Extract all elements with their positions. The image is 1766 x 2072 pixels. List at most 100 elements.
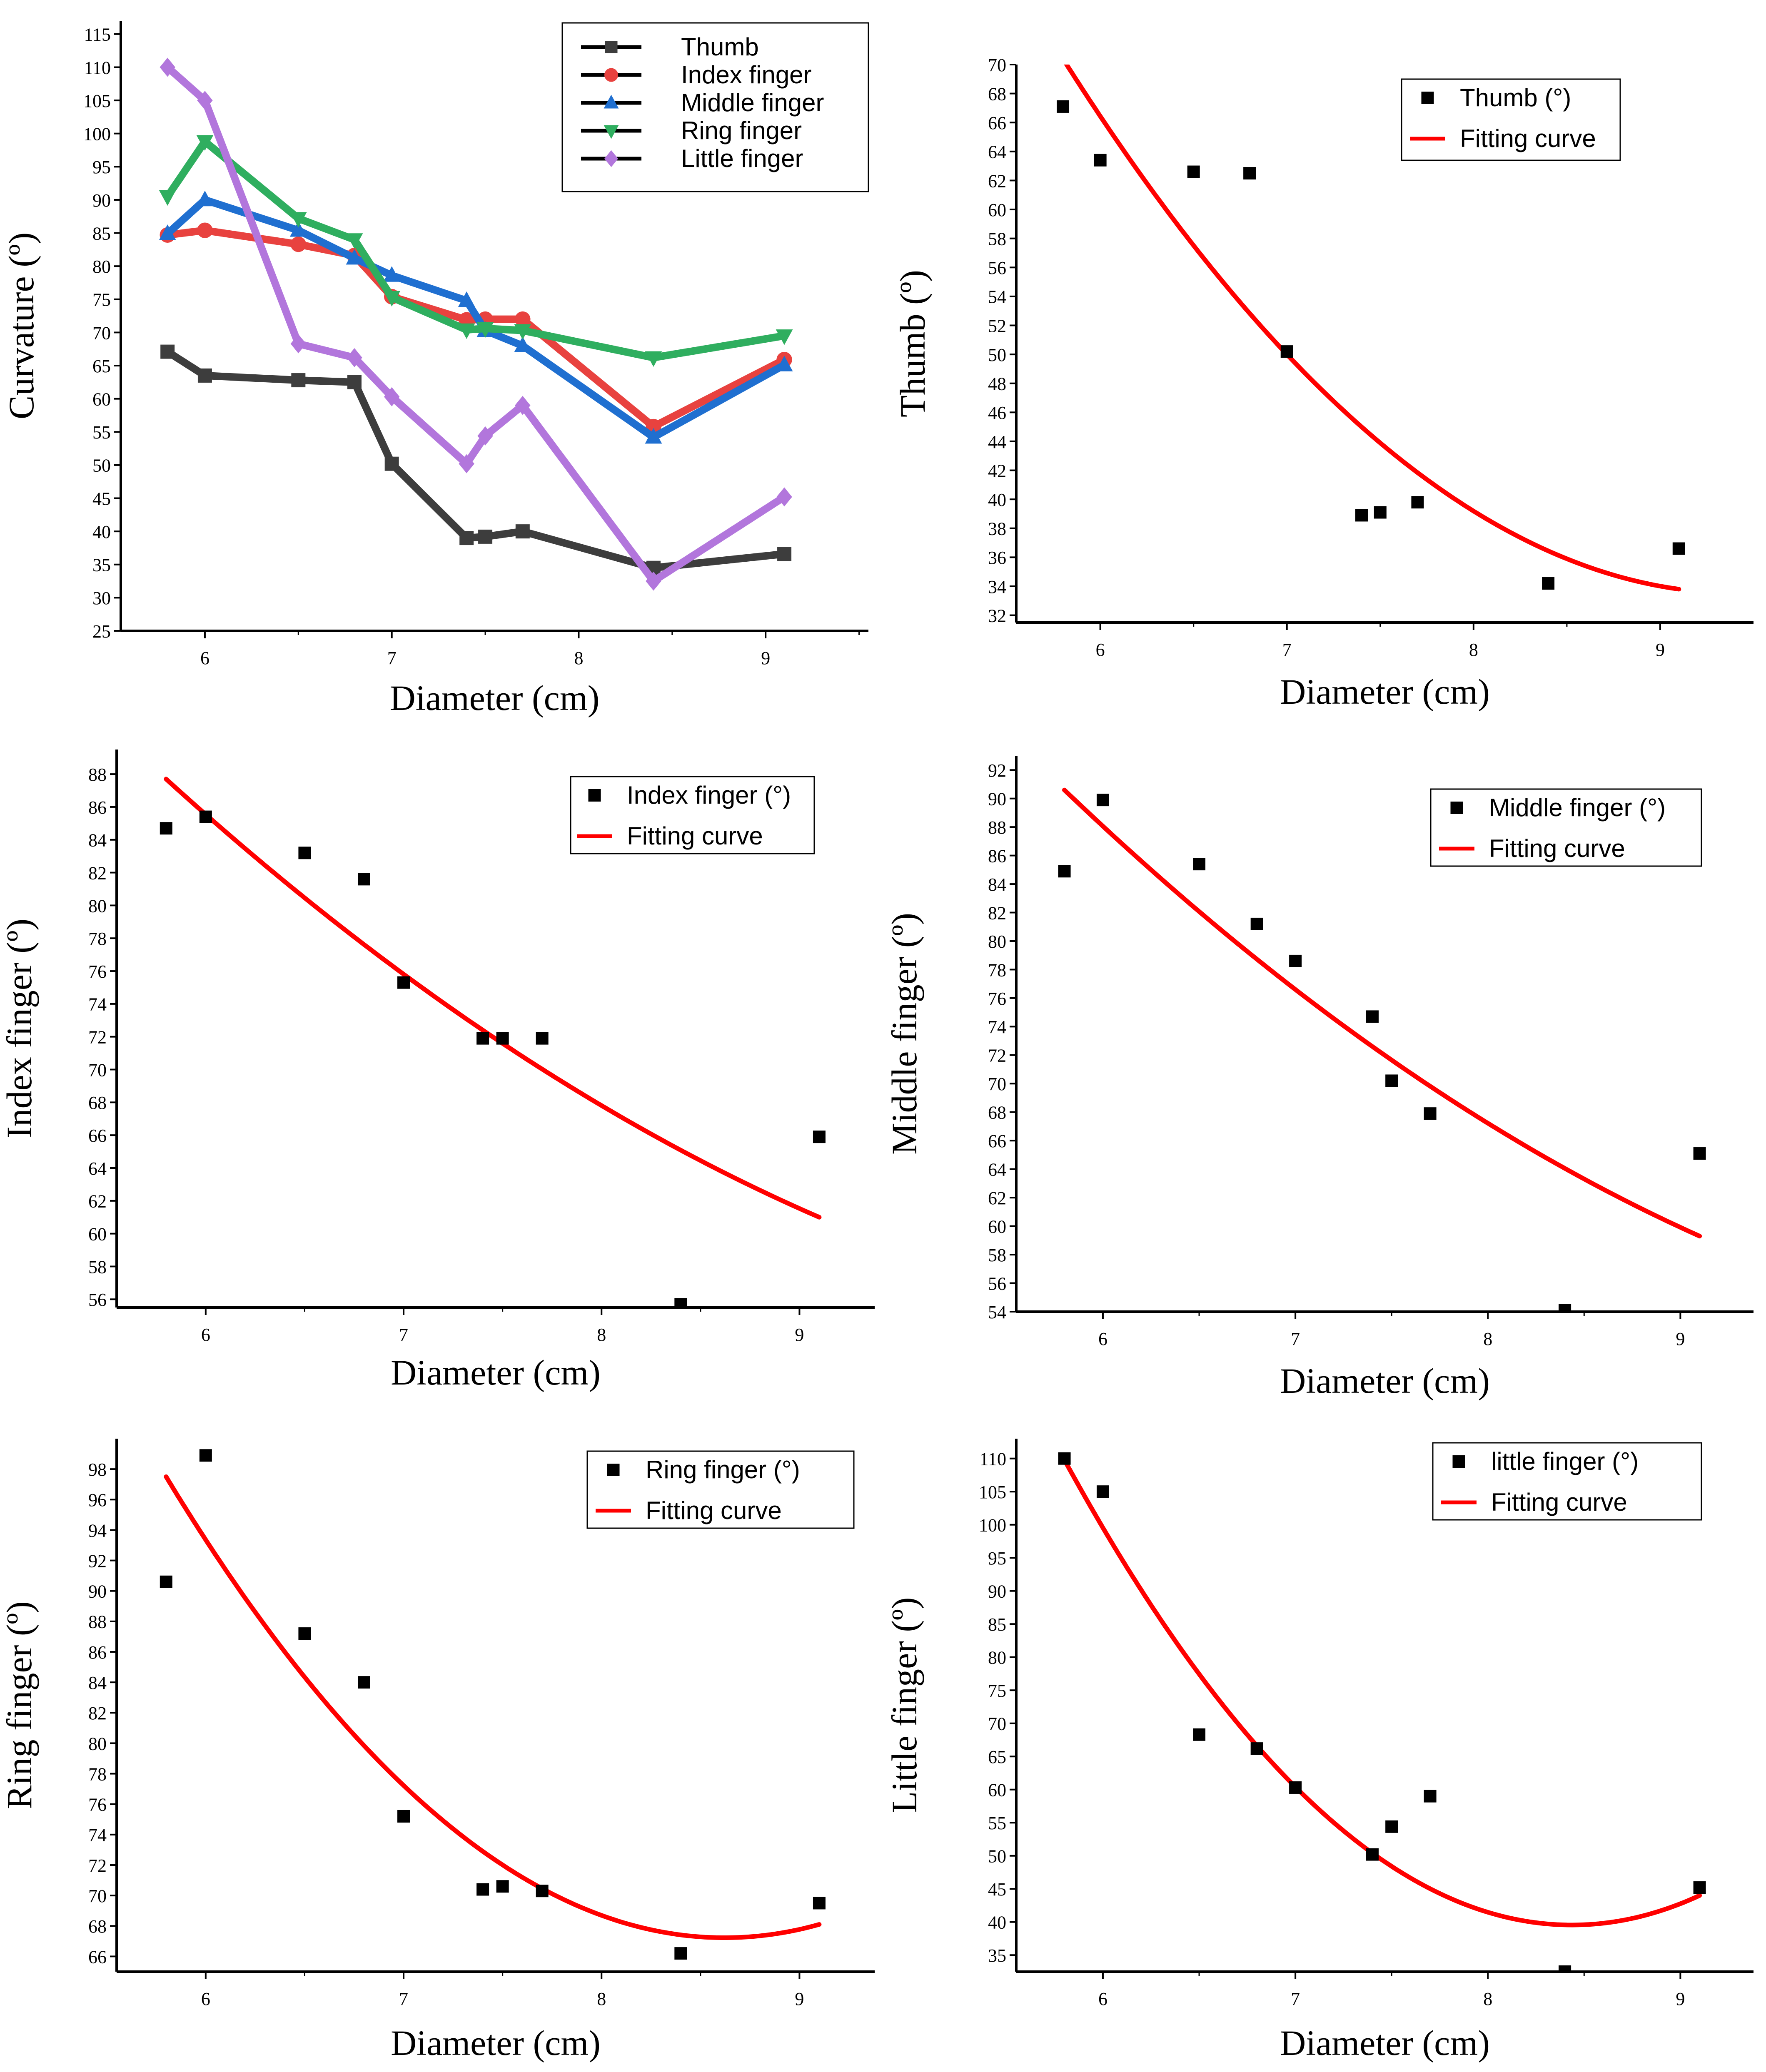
x-tick-label: 7 bbox=[1291, 1329, 1300, 1349]
data-point bbox=[496, 1032, 509, 1045]
legend-label-points: Thumb (°) bbox=[1460, 84, 1571, 112]
data-point-middle bbox=[346, 249, 363, 265]
data-point-little bbox=[477, 426, 493, 446]
legend-label-fit: Fitting curve bbox=[1491, 1488, 1627, 1516]
x-axis-label: Diameter (cm) bbox=[391, 1352, 601, 1392]
y-tick-label: 84 bbox=[88, 1673, 107, 1693]
y-tick-label: 100 bbox=[83, 124, 111, 144]
data-point bbox=[536, 1885, 549, 1898]
data-point bbox=[199, 1449, 212, 1462]
data-point-ring bbox=[196, 135, 214, 151]
y-tick-label: 68 bbox=[88, 1916, 107, 1937]
data-point-thumb bbox=[777, 547, 792, 561]
x-tick-label: 9 bbox=[795, 1989, 804, 2009]
data-point-thumb bbox=[197, 368, 212, 383]
y-tick-label: 70 bbox=[988, 1074, 1006, 1094]
y-tick-label: 66 bbox=[988, 1131, 1006, 1151]
data-point bbox=[397, 1810, 410, 1823]
x-tick-label: 9 bbox=[795, 1325, 804, 1345]
x-tick-label: 6 bbox=[1098, 1329, 1107, 1349]
fitting-curve bbox=[1064, 65, 1681, 592]
data-point bbox=[1058, 1452, 1071, 1465]
data-point bbox=[1094, 154, 1107, 167]
y-tick-label: 30 bbox=[92, 588, 111, 608]
y-tick-label: 82 bbox=[88, 1703, 107, 1723]
legend-label-points: little finger (°) bbox=[1491, 1447, 1639, 1475]
x-axis-label: Diameter (cm) bbox=[390, 678, 600, 718]
y-tick-label: 110 bbox=[980, 1449, 1006, 1469]
plot-area bbox=[1057, 65, 1685, 592]
y-axis-label: Curvature (º) bbox=[1, 232, 41, 419]
y-tick-label: 90 bbox=[988, 1581, 1006, 1602]
data-point bbox=[674, 1947, 687, 1960]
y-tick-label: 85 bbox=[92, 223, 111, 244]
series-line-thumb bbox=[164, 348, 788, 572]
x-tick-label: 6 bbox=[200, 648, 210, 668]
data-point-ring bbox=[776, 329, 793, 345]
data-point bbox=[1559, 1965, 1571, 1972]
y-tick-label: 62 bbox=[988, 171, 1006, 191]
data-point-middle bbox=[776, 356, 793, 371]
legend-box bbox=[586, 1450, 855, 1529]
legend-label-little: Little finger bbox=[681, 144, 803, 172]
data-point bbox=[1693, 1147, 1706, 1160]
data-point bbox=[397, 976, 410, 989]
x-tick-label: 8 bbox=[1483, 1329, 1492, 1349]
y-tick-label: 78 bbox=[88, 929, 107, 949]
x-tick-label: 7 bbox=[1291, 1989, 1300, 2009]
data-point-index bbox=[290, 236, 307, 252]
legend-label-points: Ring finger (°) bbox=[646, 1456, 800, 1484]
data-point bbox=[1424, 1107, 1437, 1120]
y-tick-label: 76 bbox=[88, 1795, 107, 1815]
legend-box bbox=[1401, 78, 1621, 161]
x-axis-label: Diameter (cm) bbox=[391, 2023, 601, 2063]
y-tick-label: 84 bbox=[88, 830, 107, 851]
plot-area bbox=[1058, 1452, 1706, 1972]
y-tick-label: 40 bbox=[92, 522, 111, 542]
y-tick-label: 72 bbox=[988, 1046, 1006, 1066]
legend: Index finger (°) Fitting curve bbox=[570, 776, 815, 854]
data-point bbox=[1187, 165, 1200, 178]
y-tick-label: 58 bbox=[988, 1245, 1006, 1265]
data-point bbox=[536, 1032, 549, 1045]
fitting-curve bbox=[1062, 787, 1702, 1239]
legend-marker bbox=[1452, 1455, 1465, 1468]
data-point bbox=[496, 1880, 509, 1893]
y-tick-label: 105 bbox=[979, 1482, 1006, 1502]
y-tick-label: 52 bbox=[988, 316, 1006, 336]
y-tick-label: 90 bbox=[988, 789, 1006, 809]
data-point bbox=[476, 1883, 489, 1896]
x-tick-label: 9 bbox=[1656, 640, 1665, 660]
data-point-middle bbox=[383, 266, 401, 282]
legend-marker bbox=[588, 789, 601, 802]
data-point bbox=[357, 873, 370, 886]
data-point bbox=[674, 1298, 687, 1307]
y-tick-label: 55 bbox=[988, 1813, 1006, 1833]
data-point-ring bbox=[289, 212, 307, 228]
data-point-thumb bbox=[160, 344, 175, 359]
data-point bbox=[1096, 1485, 1109, 1498]
y-tick-label: 62 bbox=[988, 1188, 1006, 1208]
y-tick-label: 72 bbox=[88, 1855, 107, 1876]
y-tick-label: 75 bbox=[92, 290, 111, 310]
x-axis-label: Diameter (cm) bbox=[1280, 2023, 1490, 2063]
data-point-middle bbox=[514, 336, 531, 352]
series-line-index bbox=[164, 227, 788, 431]
y-tick-label: 80 bbox=[988, 931, 1006, 952]
data-point bbox=[1366, 1848, 1379, 1861]
y-tick-label: 58 bbox=[88, 1257, 107, 1277]
y-tick-label: 45 bbox=[92, 488, 111, 509]
y-tick-label: 54 bbox=[988, 1302, 1006, 1322]
y-tick-label: 55 bbox=[92, 422, 111, 443]
y-tick-label: 42 bbox=[988, 461, 1006, 481]
y-tick-label: 58 bbox=[988, 229, 1006, 249]
y-tick-label: 65 bbox=[988, 1747, 1006, 1767]
y-tick-label: 70 bbox=[88, 1060, 107, 1080]
y-tick-label: 92 bbox=[988, 760, 1006, 781]
y-tick-label: 96 bbox=[88, 1490, 107, 1510]
y-tick-label: 82 bbox=[988, 903, 1006, 923]
data-point bbox=[813, 1897, 826, 1910]
